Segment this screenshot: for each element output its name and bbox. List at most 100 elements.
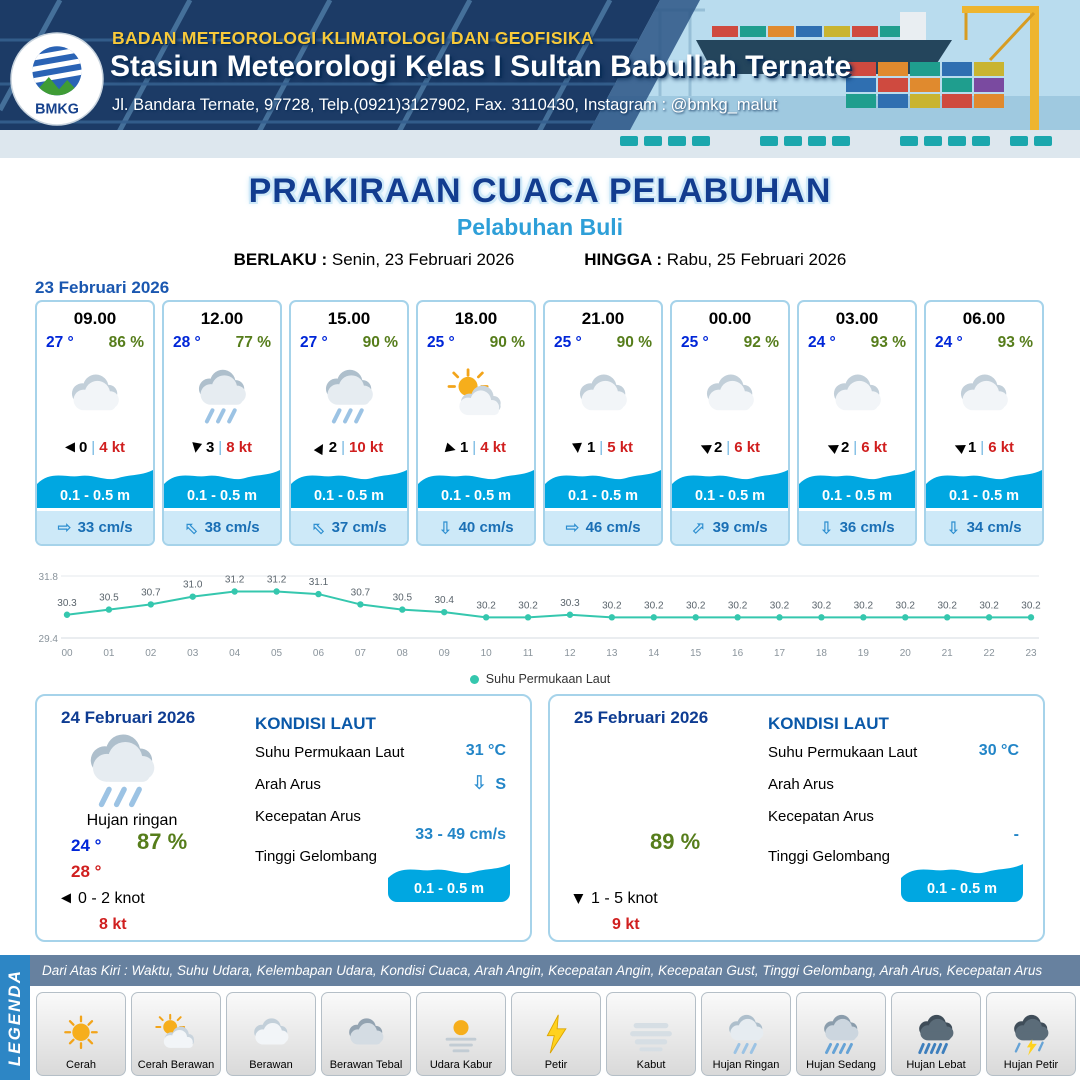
port-name: Pelabuhan Buli	[456, 214, 624, 240]
separator: |	[980, 439, 985, 456]
bmkg-logo: BMKG	[10, 32, 104, 126]
legend-tile-hujan-ringan: Hujan Ringan	[701, 992, 791, 1076]
validity-until: HINGGA : Rabu, 25 Februari 2026	[584, 250, 846, 270]
legend-label: Udara Kabur	[429, 1059, 493, 1071]
current-speed: 40 cm/s	[458, 519, 514, 536]
humidity: 90 %	[362, 334, 398, 351]
temp-humidity-row: 28 ° 77 %	[164, 329, 280, 352]
svg-text:30.2: 30.2	[979, 600, 999, 611]
svg-text:19: 19	[858, 648, 870, 659]
current-direction-icon: ⇨	[817, 520, 837, 535]
svg-text:16: 16	[732, 648, 744, 659]
svg-text:31.0: 31.0	[183, 580, 203, 591]
svg-text:30.2: 30.2	[854, 600, 874, 611]
temp-humidity-row: 24 ° 93 %	[799, 329, 915, 352]
station-address: Jl. Bandara Ternate, 97728, Telp.(0921)3…	[112, 96, 778, 114]
current-speed: 34 cm/s	[966, 519, 1022, 536]
current-direction-icon: ⇩	[471, 773, 488, 794]
svg-text:07: 07	[355, 648, 367, 659]
svg-text:04: 04	[229, 648, 241, 659]
legend-label: Hujan Lebat	[906, 1059, 966, 1071]
current-direction-icon: ⇨	[944, 520, 964, 535]
hujan-lebat-icon	[907, 1011, 965, 1057]
forecast-time: 06.00	[962, 309, 1006, 328]
hourly-forecast-row: 09.00 27 ° 86 % ▶ 0 | 4 kt 0.1 - 0.5 m ⇨…	[35, 300, 1044, 546]
wind-value: 1	[459, 439, 469, 456]
svg-text:30.2: 30.2	[896, 600, 916, 611]
forecast-time: 15.00	[327, 309, 371, 328]
legend-label: Berawan Tebal	[329, 1059, 403, 1071]
forecast-date: 23 Februari 2026	[35, 278, 170, 297]
forecast-card-0900: 09.00 27 ° 86 % ▶ 0 | 4 kt 0.1 - 0.5 m ⇨…	[35, 300, 155, 546]
wind-speed: 4 kt	[99, 439, 126, 456]
wind-row: ▶ 1 | 6 kt	[926, 439, 1042, 462]
current-speed-value: -	[1013, 826, 1019, 843]
wave-label: Tinggi Gelombang	[255, 848, 378, 865]
wave-height-band: 0.1 - 0.5 m	[291, 462, 407, 508]
wind-direction-icon: ▶	[824, 439, 840, 457]
svg-text:30.2: 30.2	[518, 600, 538, 611]
weather-condition-icon	[926, 352, 1042, 439]
svg-text:22: 22	[984, 648, 996, 659]
weather-condition-icon	[418, 352, 534, 439]
wind-direction-icon: ▶	[189, 441, 206, 454]
legend-label: Hujan Ringan	[712, 1059, 780, 1071]
hingga-label: HINGGA :	[584, 250, 663, 269]
legend-info-strip: Dari Atas Kiri : Waktu, Suhu Udara, Kele…	[30, 955, 1080, 986]
separator: |	[599, 439, 604, 456]
legend-tile-udara-kabur: Udara Kabur	[416, 992, 506, 1076]
svg-text:02: 02	[145, 648, 157, 659]
current-direction-icon: ⇨	[436, 520, 456, 535]
day-weather-icon	[576, 728, 694, 812]
air-temperature: 25 °	[681, 334, 709, 351]
wind-direction-icon: ▶	[64, 440, 75, 456]
svg-text:30.4: 30.4	[434, 595, 454, 606]
weather-condition-icon	[672, 352, 788, 439]
svg-text:30.2: 30.2	[644, 600, 664, 611]
svg-text:30.2: 30.2	[476, 600, 496, 611]
svg-text:23: 23	[1025, 648, 1037, 659]
wave-height-box: 0.1 - 0.5 m	[901, 856, 1023, 902]
wind-row: ▶ 3 | 8 kt	[164, 439, 280, 462]
wave-height-band: 0.1 - 0.5 m	[799, 462, 915, 508]
svg-text:30.7: 30.7	[351, 587, 371, 598]
separator: |	[472, 439, 477, 456]
svg-text:03: 03	[187, 648, 199, 659]
wave-height: 0.1 - 0.5 m	[694, 488, 766, 504]
humidity: 86 %	[108, 334, 144, 351]
berlaku-value: Senin, 23 Februari 2026	[331, 250, 515, 269]
wind-row: ▶ 2 | 10 kt	[291, 439, 407, 462]
legend-label: Petir	[544, 1059, 568, 1071]
current-speed: 46 cm/s	[585, 519, 641, 536]
legenda-title: LEGENDA	[5, 968, 24, 1067]
svg-text:30.7: 30.7	[141, 587, 161, 598]
day-wind-row: ▶ 0 - 2 knot	[61, 890, 145, 908]
weather-condition-icon	[37, 352, 153, 439]
separator: |	[218, 439, 223, 456]
wind-row: ▶ 1 | 4 kt	[418, 438, 534, 462]
wave-height: 0.1 - 0.5 m	[440, 488, 512, 504]
svg-text:30.3: 30.3	[560, 598, 580, 609]
humidity: 93 %	[997, 334, 1033, 351]
wind-row: ▶ 2 | 6 kt	[799, 439, 915, 462]
legend-label: Hujan Sedang	[806, 1059, 876, 1071]
current-row: ⇨ 34 cm/s	[926, 508, 1042, 544]
wave-height: 0.1 - 0.5 m	[313, 488, 385, 504]
separator: |	[91, 439, 96, 456]
forecast-time: 03.00	[835, 309, 879, 328]
svg-text:06: 06	[313, 648, 325, 659]
svg-text:14: 14	[648, 648, 660, 659]
day-date: 24 Februari 2026	[61, 708, 196, 727]
svg-text:31.1: 31.1	[309, 577, 329, 588]
sst-value: 31 °C	[465, 742, 506, 759]
temp-humidity-row: 27 ° 86 %	[37, 329, 153, 352]
wave-height: 0.1 - 0.5 m	[186, 488, 258, 504]
forecast-card-0000: 00.00 25 ° 92 % ▶ 2 | 6 kt 0.1 - 0.5 m ⇨…	[670, 300, 790, 546]
svg-text:30.2: 30.2	[812, 600, 832, 611]
svg-text:12: 12	[564, 648, 576, 659]
weather-condition-icon	[291, 352, 407, 439]
wave-label: Tinggi Gelombang	[768, 848, 891, 865]
wind-speed: 6 kt	[861, 439, 888, 456]
svg-text:31.8: 31.8	[39, 572, 59, 583]
day-temp-max: 28 °	[71, 862, 102, 881]
